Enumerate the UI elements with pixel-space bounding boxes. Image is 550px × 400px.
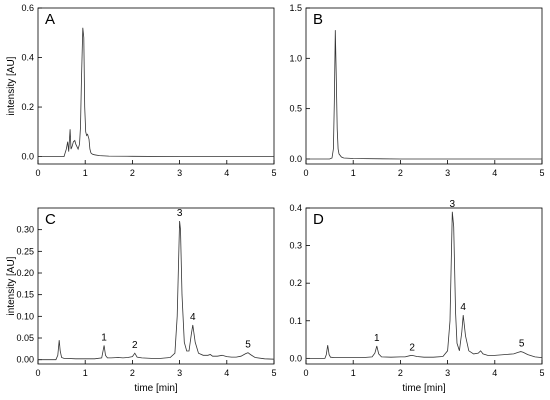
- x-tick-label-a: 0: [35, 168, 40, 178]
- peak-label-d: 3: [450, 199, 456, 210]
- x-tick-label-c: 3: [177, 368, 182, 378]
- plot-frame-d: [305, 207, 543, 365]
- y-tick-label-a: 0.2: [21, 102, 34, 112]
- x-tick-label-a: 4: [224, 168, 229, 178]
- x-tick-label-c: 1: [83, 368, 88, 378]
- y-axis-title-c: intensity [AU]: [6, 256, 17, 315]
- panel-letter-b: B: [313, 11, 323, 28]
- peak-label-d: 5: [519, 339, 525, 350]
- x-tick-label-b: 4: [492, 168, 497, 178]
- x-tick-label-d: 2: [398, 368, 403, 378]
- x-tick-label-d: 5: [539, 368, 544, 378]
- x-tick-label-b: 2: [398, 168, 403, 178]
- x-tick-label-a: 5: [271, 168, 276, 178]
- peak-label-d: 4: [460, 302, 466, 313]
- x-tick-label-d: 0: [303, 368, 308, 378]
- x-tick-label-b: 5: [539, 168, 544, 178]
- x-tick-label-d: 4: [492, 368, 497, 378]
- y-tick-label-a: 0.0: [21, 152, 34, 162]
- x-tick-label-a: 3: [177, 168, 182, 178]
- peak-label-c: 3: [177, 208, 183, 219]
- y-tick-label-b: 0.0: [289, 154, 302, 164]
- x-axis-title-c: time [min]: [134, 383, 178, 394]
- peak-label-c: 2: [132, 340, 138, 351]
- y-tick-label-b: 1.0: [289, 53, 302, 63]
- y-axis-title-a: intensity [AU]: [6, 56, 17, 115]
- plot-frame-b: [305, 7, 543, 165]
- peak-label-c: 1: [101, 332, 107, 343]
- plot-frame-c: [37, 207, 275, 365]
- x-tick-label-b: 0: [303, 168, 308, 178]
- panel-letter-c: C: [45, 211, 56, 228]
- panel-letter-a: A: [45, 11, 55, 28]
- chromatogram-trace-a: [38, 27, 274, 158]
- x-tick-label-a: 1: [83, 168, 88, 178]
- y-tick-label-c: 0.15: [16, 290, 34, 300]
- y-tick-label-a: 0.4: [21, 53, 34, 63]
- y-tick-label-d: 0.2: [289, 278, 302, 288]
- x-tick-label-c: 0: [35, 368, 40, 378]
- y-tick-label-b: 0.5: [289, 104, 302, 114]
- peak-label-d: 2: [409, 342, 415, 353]
- chromatogram-trace-c: [38, 220, 275, 361]
- x-tick-label-a: 2: [130, 168, 135, 178]
- x-tick-label-c: 4: [224, 368, 229, 378]
- y-tick-label-a: 0.6: [21, 3, 34, 13]
- y-tick-label-c: 0.25: [16, 246, 34, 256]
- y-tick-label-c: 0.00: [16, 355, 34, 365]
- y-tick-label-b: 1.5: [289, 3, 302, 13]
- panel-letter-d: D: [313, 211, 324, 228]
- y-tick-label-c: 0.20: [16, 268, 34, 278]
- peak-label-d: 1: [374, 333, 380, 344]
- y-tick-label-d: 0.1: [289, 316, 302, 326]
- y-tick-label-c: 0.30: [16, 225, 34, 235]
- chromatogram-trace-d: [306, 211, 543, 359]
- y-tick-label-d: 0.3: [289, 241, 302, 251]
- y-tick-label-d: 0.0: [289, 353, 302, 363]
- peak-label-c: 4: [190, 312, 196, 323]
- panel-c: 0 1 2 3 4 5 0.00 0.05 0.10 0.15 0.20 0.25 0.30 Cinten…: [6, 207, 277, 394]
- peak-label-c: 5: [245, 340, 251, 351]
- y-tick-label-c: 0.10: [16, 311, 34, 321]
- y-tick-label-d: 0.4: [289, 203, 302, 213]
- x-tick-label-d: 1: [351, 368, 356, 378]
- chromatogram-trace-b: [306, 30, 542, 160]
- x-tick-label-c: 2: [130, 368, 135, 378]
- panel-b: 0 1 2 3 4 5 0.0 0.5 1.0 1.5 B: [289, 3, 544, 178]
- x-axis-title-d: time [min]: [402, 383, 446, 394]
- x-tick-label-c: 5: [271, 368, 276, 378]
- y-tick-label-c: 0.05: [16, 333, 34, 343]
- x-tick-label-b: 3: [445, 168, 450, 178]
- x-tick-label-b: 1: [351, 168, 356, 178]
- plot-frame-a: [37, 7, 275, 165]
- x-tick-label-d: 3: [445, 368, 450, 378]
